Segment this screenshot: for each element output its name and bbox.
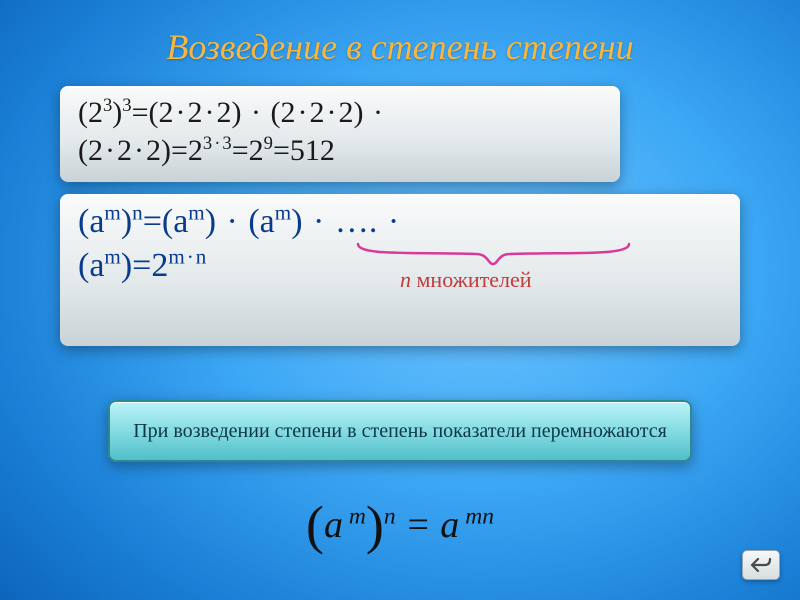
example-line-2: (2·2·2)=23·3=29=512	[78, 132, 602, 170]
curly-brace-icon	[356, 242, 631, 267]
example-line-1: (23)3=(2·2·2) · (2·2·2) ·	[78, 94, 602, 132]
general-formula-panel: (am)n=(am) · (am) · …. · (am)=2m·n n мно…	[60, 194, 740, 346]
annotation-n: n	[400, 267, 411, 292]
brace-annotation: n множителей	[400, 266, 532, 295]
example-numeric-panel: (23)3=(2·2·2) · (2·2·2) · (2·2·2)=23·3=2…	[60, 86, 620, 182]
return-arrow-icon	[750, 557, 772, 573]
slide-title: Возведение в степень степени	[0, 26, 800, 68]
return-button[interactable]	[742, 550, 780, 580]
final-formula: (a m)n = a mn	[306, 488, 494, 550]
rule-statement-text: При возведении степени в степень показат…	[133, 419, 667, 443]
general-line-1: (am)n=(am) · (am) · …. ·	[78, 200, 722, 244]
rule-statement-panel: При возведении степени в степень показат…	[108, 400, 692, 462]
annotation-word: множителей	[411, 267, 532, 292]
